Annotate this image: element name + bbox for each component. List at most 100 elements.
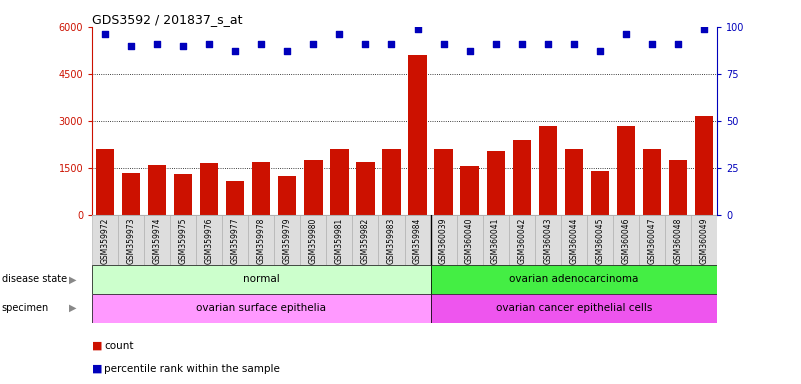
- Bar: [431, 294, 717, 323]
- Text: normal: normal: [243, 274, 280, 285]
- Bar: [223, 215, 248, 265]
- Text: GSM359976: GSM359976: [205, 217, 214, 264]
- Bar: [144, 215, 171, 265]
- Bar: [535, 215, 561, 265]
- Bar: [690, 215, 717, 265]
- Bar: [248, 215, 274, 265]
- Bar: [119, 215, 144, 265]
- Text: GSM360043: GSM360043: [543, 217, 552, 264]
- Point: [229, 48, 242, 55]
- Point: [594, 48, 606, 55]
- Bar: [92, 294, 431, 323]
- Point: [619, 31, 632, 38]
- Text: GSM359980: GSM359980: [309, 217, 318, 264]
- Bar: [639, 215, 665, 265]
- Bar: [586, 215, 613, 265]
- Point: [698, 26, 710, 32]
- Text: GSM360046: GSM360046: [622, 217, 630, 264]
- Bar: [300, 215, 327, 265]
- Text: GSM359972: GSM359972: [101, 217, 110, 264]
- Bar: [665, 215, 690, 265]
- Text: ovarian adenocarcinoma: ovarian adenocarcinoma: [509, 274, 638, 285]
- Bar: [431, 215, 457, 265]
- Bar: [278, 176, 296, 215]
- Text: GSM360049: GSM360049: [699, 217, 708, 264]
- Bar: [613, 215, 639, 265]
- Bar: [694, 116, 713, 215]
- Text: GSM360040: GSM360040: [465, 217, 474, 264]
- Bar: [226, 180, 244, 215]
- Bar: [513, 140, 531, 215]
- Point: [307, 41, 320, 47]
- Bar: [96, 149, 115, 215]
- Point: [515, 41, 528, 47]
- Bar: [352, 215, 378, 265]
- Bar: [457, 215, 482, 265]
- Bar: [92, 215, 119, 265]
- Point: [99, 31, 111, 38]
- Bar: [379, 215, 405, 265]
- Text: GDS3592 / 201837_s_at: GDS3592 / 201837_s_at: [92, 13, 243, 26]
- Text: specimen: specimen: [2, 303, 49, 313]
- Point: [203, 41, 215, 47]
- Point: [125, 43, 138, 49]
- Bar: [565, 149, 583, 215]
- Text: GSM360039: GSM360039: [439, 217, 448, 264]
- Bar: [274, 215, 300, 265]
- Text: disease state: disease state: [2, 274, 66, 285]
- Bar: [409, 55, 427, 215]
- Point: [411, 26, 424, 32]
- Bar: [486, 151, 505, 215]
- Text: count: count: [104, 341, 134, 351]
- Point: [541, 41, 554, 47]
- Text: GSM360048: GSM360048: [674, 217, 682, 264]
- Bar: [617, 126, 635, 215]
- Point: [437, 41, 450, 47]
- Bar: [590, 171, 609, 215]
- Point: [489, 41, 502, 47]
- Point: [567, 41, 580, 47]
- Text: ■: ■: [92, 364, 103, 374]
- Bar: [382, 149, 400, 215]
- Bar: [200, 163, 219, 215]
- Text: GSM359973: GSM359973: [127, 217, 135, 264]
- Bar: [174, 174, 192, 215]
- Bar: [148, 165, 167, 215]
- Text: ▶: ▶: [69, 274, 76, 285]
- Text: GSM359983: GSM359983: [387, 217, 396, 264]
- Bar: [482, 215, 509, 265]
- Text: GSM360044: GSM360044: [570, 217, 578, 264]
- Text: GSM359981: GSM359981: [335, 217, 344, 264]
- Text: GSM359984: GSM359984: [413, 217, 422, 264]
- Text: ▶: ▶: [69, 303, 76, 313]
- Bar: [122, 173, 140, 215]
- Bar: [434, 149, 453, 215]
- Bar: [538, 126, 557, 215]
- Bar: [405, 215, 431, 265]
- Point: [671, 41, 684, 47]
- Point: [255, 41, 268, 47]
- Text: GSM360047: GSM360047: [647, 217, 656, 264]
- Point: [385, 41, 398, 47]
- Text: ovarian cancer epithelial cells: ovarian cancer epithelial cells: [496, 303, 652, 313]
- Text: GSM360041: GSM360041: [491, 217, 500, 264]
- Text: GSM359977: GSM359977: [231, 217, 239, 264]
- Bar: [509, 215, 535, 265]
- Text: ovarian surface epithelia: ovarian surface epithelia: [196, 303, 326, 313]
- Bar: [171, 215, 196, 265]
- Bar: [642, 149, 661, 215]
- Point: [333, 31, 346, 38]
- Point: [463, 48, 476, 55]
- Point: [177, 43, 190, 49]
- Point: [646, 41, 658, 47]
- Point: [151, 41, 163, 47]
- Point: [359, 41, 372, 47]
- Text: GSM359979: GSM359979: [283, 217, 292, 264]
- Bar: [431, 265, 717, 294]
- Bar: [330, 149, 348, 215]
- Text: GSM360042: GSM360042: [517, 217, 526, 264]
- Bar: [561, 215, 586, 265]
- Text: percentile rank within the sample: percentile rank within the sample: [104, 364, 280, 374]
- Bar: [304, 160, 323, 215]
- Text: ■: ■: [92, 341, 103, 351]
